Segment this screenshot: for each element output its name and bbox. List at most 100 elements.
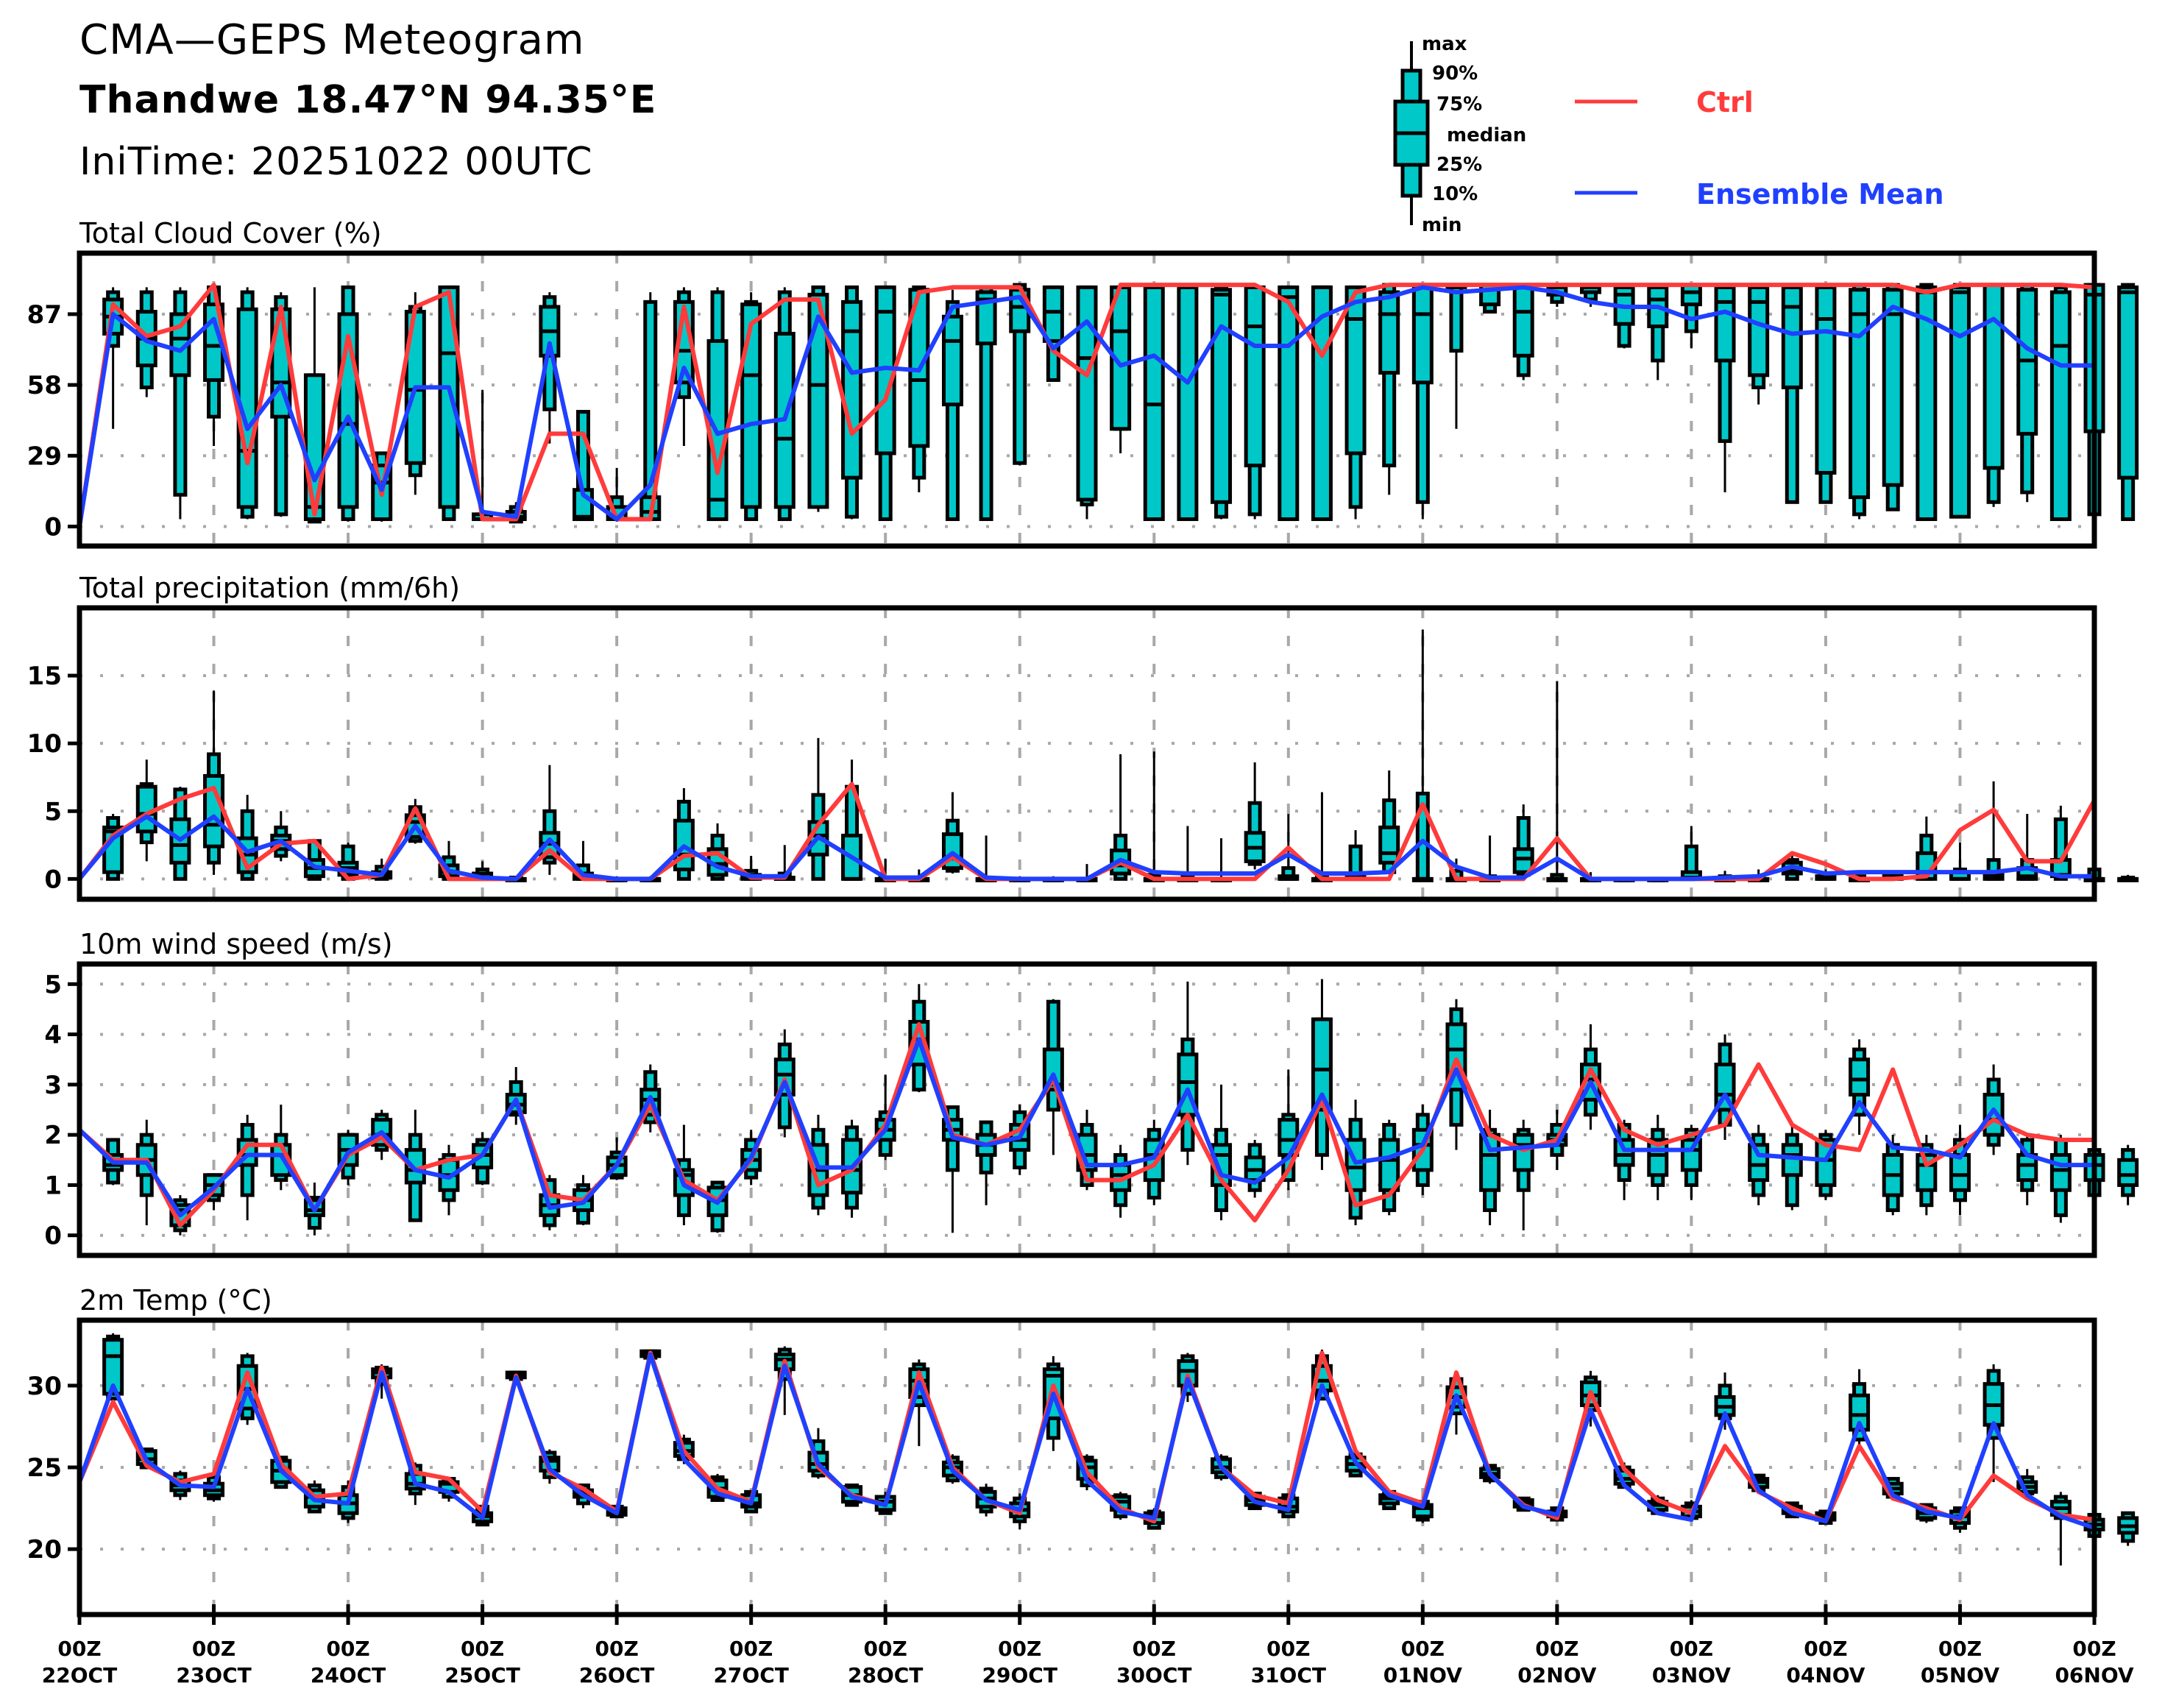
wind-speed-panel: 10m wind speed (m/s) 0 1 2 3 4 5: [44, 928, 2139, 1258]
boxplot: [1244, 285, 1266, 520]
box-p25-p75: [1982, 283, 2005, 470]
legend-ctrl-label: Ctrl: [1696, 86, 1754, 118]
boxplot: [438, 1144, 460, 1216]
box-p25-p75: [1278, 285, 1300, 522]
boxplot: [2049, 1492, 2072, 1566]
box-p25-p75: [941, 314, 963, 407]
legend-p90-label: 90%: [1432, 63, 1478, 85]
box-p25-p75: [1344, 285, 1367, 456]
box-p25-p75: [1949, 1152, 1971, 1192]
boxplot: [2117, 874, 2139, 882]
y-tick-label: 1: [44, 1171, 62, 1200]
boxplot: [1177, 981, 1199, 1166]
chart-title: CMA—GEPS Meteogram: [79, 16, 585, 64]
boxplot: [1143, 285, 1165, 522]
box-p25-p75: [1512, 847, 1534, 874]
y-tick-label: 87: [27, 300, 62, 330]
box-p25-p75: [1781, 285, 1803, 389]
x-tick-label-date: 25OCT: [444, 1663, 520, 1687]
box-p25-p75: [1849, 1057, 1871, 1097]
box-p25-p75: [2117, 1158, 2139, 1187]
y-tick-label: 0: [44, 1222, 62, 1251]
box-p25-p75: [1882, 288, 1904, 487]
boxplot: [1815, 869, 1837, 881]
boxplot: [1311, 792, 1333, 882]
boxplot: [1278, 1069, 1300, 1191]
box-p10-p90: [1449, 283, 1464, 353]
precipitation-plot-frame: [77, 605, 2097, 902]
box-p25-p75: [1177, 285, 1199, 522]
boxplot: [1445, 283, 1467, 429]
x-tick-label-time: 00Z: [1133, 1637, 1176, 1661]
cloud-cover-plot-frame: [77, 250, 2097, 549]
boxplot: [1512, 283, 1534, 380]
x-tick-label-time: 00Z: [1535, 1637, 1578, 1661]
boxplot: [1311, 285, 1333, 522]
x-tick-label-time: 00Z: [1670, 1637, 1713, 1661]
boxplot: [1647, 1114, 1669, 1200]
x-tick-label-time: 00Z: [461, 1637, 504, 1661]
y-tick-label: 0: [44, 512, 62, 542]
box-p25-p75: [740, 302, 762, 509]
legend-max-label: max: [1422, 33, 1467, 55]
precipitation-panel: Total precipitation (mm/6h) 0 5 10 15: [27, 572, 2139, 902]
y-tick-label: 2: [44, 1121, 62, 1150]
box-p25-p75: [303, 373, 325, 522]
x-tick-label-date: 28OCT: [848, 1663, 923, 1687]
boxplot: [1949, 283, 1971, 519]
box-p25-p75: [1849, 288, 1871, 500]
boxplot: [2117, 283, 2139, 522]
x-tick-label-time: 00Z: [1401, 1637, 1445, 1661]
boxplot: [270, 811, 292, 862]
boxplot: [1278, 285, 1300, 522]
boxplot: [1613, 1119, 1635, 1200]
wind-speed-plot-frame: [77, 961, 2097, 1258]
legend-mean-label: Ensemble Mean: [1696, 178, 1944, 210]
x-tick-label-date: 01NOV: [1383, 1663, 1462, 1687]
boxplot: [1916, 283, 1938, 522]
box-p25-p75: [2016, 1152, 2038, 1183]
boxplot: [941, 289, 963, 522]
box-p25-p75: [1076, 285, 1098, 502]
box-p25-p75: [1512, 285, 1534, 358]
boxplot: [1244, 1139, 1266, 1198]
x-tick-label-time: 00Z: [864, 1637, 907, 1661]
boxplot: [1680, 1124, 1702, 1200]
init-time-label: IniTime: 20251022 00UTC: [79, 140, 593, 184]
boxplot: [1378, 1119, 1400, 1216]
box-p25-p75: [1378, 290, 1400, 375]
box-p25-p75: [1244, 285, 1266, 468]
location-label: Thandwe 18.47°N 94.35°E: [79, 78, 657, 122]
boxplot: [1647, 283, 1669, 380]
x-tick-label-date: 02NOV: [1517, 1663, 1596, 1687]
x-tick-label-date: 29OCT: [982, 1663, 1057, 1687]
boxplot: [1815, 1130, 1837, 1200]
cloud-cover-panel: Total Cloud Cover (%) 0 29 58 87: [27, 217, 2139, 549]
box-p25-p75: [1949, 285, 1971, 519]
box-p25-p75: [1211, 288, 1233, 504]
boxplot: [1177, 285, 1199, 522]
x-tick-label-date: 27OCT: [713, 1663, 788, 1687]
wind-speed-panel-title: 10m wind speed (m/s): [79, 928, 393, 960]
box-p25-p75: [1512, 1133, 1534, 1172]
y-tick-label: 0: [44, 865, 62, 894]
box-p25-p75: [1714, 285, 1736, 363]
y-tick-label: 5: [44, 797, 62, 826]
x-tick-label-time: 00Z: [1938, 1637, 1982, 1661]
boxplot: [975, 1120, 997, 1205]
boxplot: [1781, 283, 1803, 504]
legend: max 90% 75% median 25% 10% min Ctrl Ense…: [1393, 33, 1944, 236]
box-p25-p75: [1378, 1138, 1400, 1192]
boxplot: [337, 285, 359, 522]
x-tick-label-time: 00Z: [729, 1637, 773, 1661]
box-p25-p75: [1748, 1143, 1770, 1183]
boxplot: [1479, 1110, 1501, 1226]
x-tick-label-date: 26OCT: [579, 1663, 654, 1687]
boxplot: [1512, 1119, 1534, 1230]
boxplot: [472, 389, 494, 522]
box-p25-p75: [1613, 1138, 1635, 1167]
boxplot: [1613, 283, 1635, 349]
boxplot: [1748, 1124, 1770, 1205]
x-tick-label-time: 00Z: [192, 1637, 235, 1661]
boxplot: [1211, 285, 1233, 520]
